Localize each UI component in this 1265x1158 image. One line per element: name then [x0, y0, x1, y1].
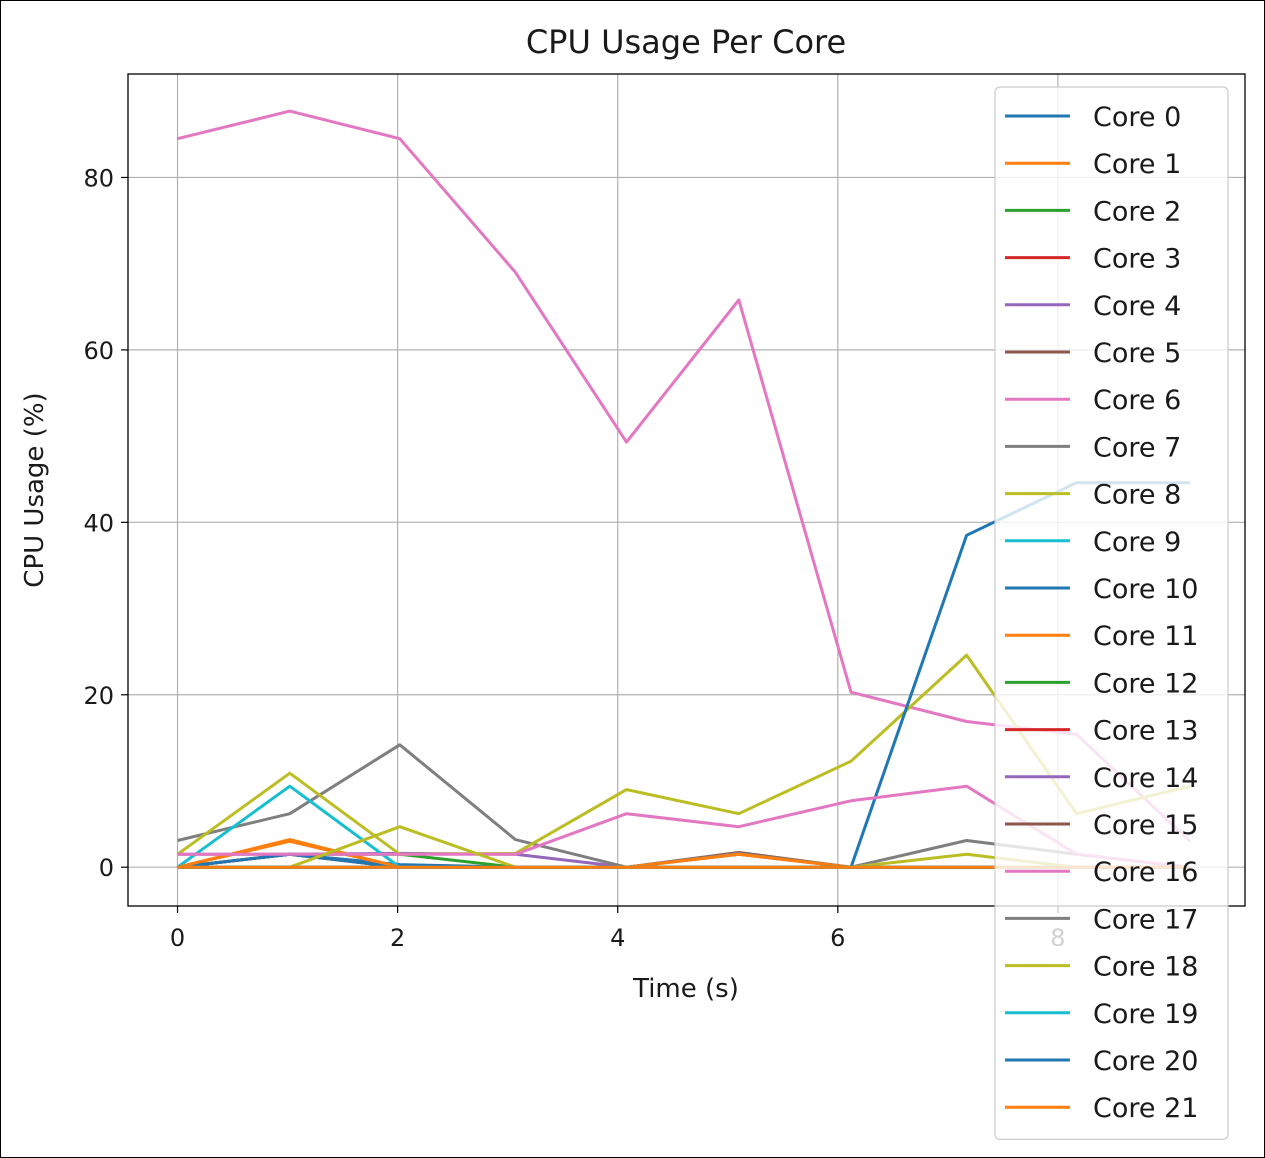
y-tick-label: 0	[99, 854, 114, 882]
legend-label: Core 21	[1093, 1093, 1198, 1124]
legend-label: Core 17	[1093, 904, 1198, 935]
x-tick-label: 2	[390, 924, 405, 952]
y-tick-label: 60	[83, 337, 114, 365]
x-axis-label: Time (s)	[632, 974, 739, 1004]
legend-box	[994, 86, 1229, 1141]
chart-title: CPU Usage Per Core	[526, 23, 846, 61]
legend-label: Core 3	[1093, 244, 1181, 275]
legend-label: Core 9	[1093, 527, 1181, 558]
legend-label: Core 20	[1093, 1046, 1198, 1077]
plot-area-border	[127, 73, 1246, 907]
legend-label: Core 4	[1093, 291, 1181, 322]
legend-label: Core 5	[1093, 338, 1181, 369]
x-tick-label: 6	[830, 924, 845, 952]
legend-label: Core 1	[1093, 149, 1181, 180]
legend-label: Core 11	[1093, 621, 1198, 652]
legend-label: Core 18	[1093, 952, 1198, 983]
x-tick-label: 4	[610, 924, 625, 952]
y-tick-label: 80	[83, 164, 114, 192]
legend-label: Core 6	[1093, 385, 1181, 416]
y-axis-label: CPU Usage (%)	[20, 392, 50, 587]
legend-label: Core 13	[1093, 716, 1198, 747]
legend-label: Core 0	[1093, 102, 1181, 133]
legend-label: Core 8	[1093, 480, 1181, 511]
legend-label: Core 19	[1093, 999, 1198, 1030]
legend-label: Core 10	[1093, 574, 1198, 605]
legend-label: Core 7	[1093, 432, 1181, 463]
legend-label: Core 15	[1093, 810, 1198, 841]
legend-label: Core 2	[1093, 196, 1181, 227]
legend-label: Core 14	[1093, 763, 1198, 794]
y-tick-label: 40	[83, 509, 114, 537]
legend: Core 0 Core 1 Core 2 Core 3 Core 4 Core 5 Core…	[994, 86, 1229, 1141]
x-tick-label: 0	[170, 924, 185, 952]
legend-label: Core 12	[1093, 668, 1198, 699]
legend-label: Core 16	[1093, 857, 1198, 888]
y-tick-label: 20	[83, 682, 114, 710]
